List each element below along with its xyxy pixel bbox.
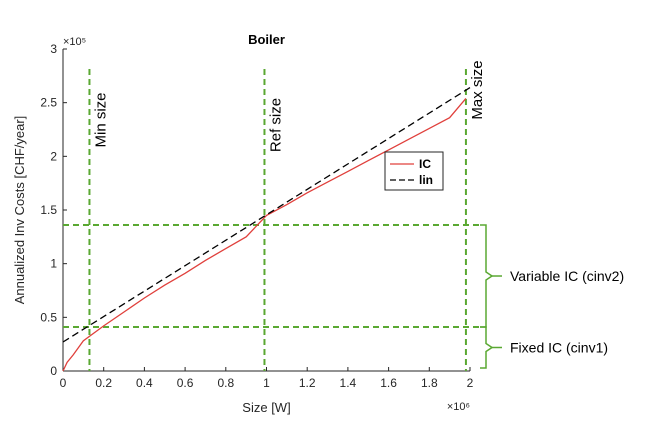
- x-axis-label: Size [W]: [242, 400, 290, 415]
- vertical-guide-label: Min size: [92, 92, 109, 147]
- x-tick-label: 0.4: [136, 376, 153, 390]
- legend-label-ic: IC: [419, 157, 431, 171]
- x-exponent-label: ×10⁶: [447, 401, 470, 413]
- y-ticks: 0 0.5 1 1.5 2 2.5 3: [40, 42, 67, 378]
- x-tick-label: 1.2: [299, 376, 316, 390]
- legend: IC lin: [384, 151, 444, 191]
- series-lines: [62, 87, 471, 372]
- y-tick-label: 3: [50, 42, 57, 56]
- y-tick-label: 2.5: [40, 96, 57, 110]
- vertical-guide-label: Max size: [469, 60, 486, 119]
- y-axis-label: Annualized Inv Costs [CHF/year]: [12, 116, 27, 305]
- series-line-ic: [62, 97, 467, 372]
- x-tick-label: 0.2: [95, 376, 112, 390]
- y-tick-label: 0.5: [40, 310, 57, 324]
- series-line-lin: [62, 87, 471, 343]
- x-tick-label: 1.4: [340, 376, 357, 390]
- fixed-ic-brace: [480, 326, 494, 369]
- fixed-ic-label: Fixed IC (cinv1): [510, 339, 608, 355]
- x-tick-label: 0: [60, 376, 67, 390]
- x-tick-label: 0.8: [217, 376, 234, 390]
- x-tick-label: 1.6: [380, 376, 397, 390]
- vertical-guide-label: Ref size: [267, 98, 284, 152]
- variable-ic-brace: [480, 224, 494, 328]
- variable-ic-label: Variable IC (cinv2): [510, 268, 624, 284]
- axes: [62, 49, 470, 372]
- guide-lines: Min size Ref size Max size: [63, 60, 486, 371]
- y-exponent-label: ×10⁵: [63, 36, 86, 48]
- y-tick-label: 1: [50, 257, 57, 271]
- chart-title: Boiler: [248, 32, 285, 47]
- y-tick-label: 0: [50, 364, 57, 378]
- y-tick-label: 2: [50, 149, 57, 163]
- y-tick-label: 1.5: [40, 203, 57, 217]
- legend-box: [384, 151, 444, 191]
- cost-braces: Variable IC (cinv2) Fixed IC (cinv1): [480, 224, 624, 369]
- x-tick-label: 0.6: [177, 376, 194, 390]
- legend-label-lin: lin: [419, 173, 433, 187]
- x-tick-label: 1.8: [421, 376, 438, 390]
- x-tick-label: 2: [467, 376, 474, 390]
- x-ticks: 0 0.2 0.4 0.6 0.8 1 1.2 1.4 1.6 1.8 2: [60, 367, 474, 390]
- x-tick-label: 1: [263, 376, 270, 390]
